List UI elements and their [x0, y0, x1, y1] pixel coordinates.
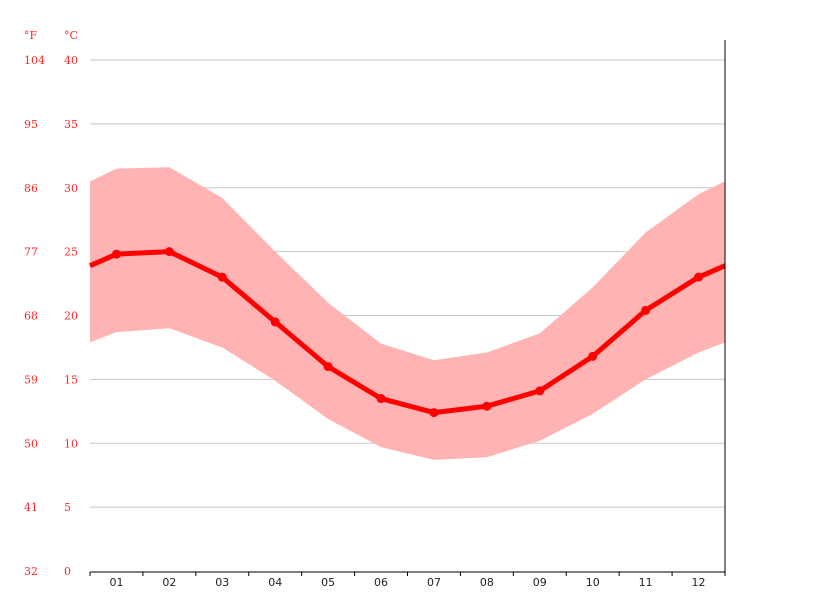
unit-c-label: °C [64, 29, 78, 42]
temperature-range-band [90, 167, 725, 460]
y-tick-f: 104 [24, 54, 45, 67]
mean-point [323, 362, 333, 372]
y-tick-f: 77 [24, 246, 38, 259]
y-tick-f: 95 [24, 118, 38, 131]
y-tick-c: 10 [64, 437, 78, 450]
x-tick-label: 02 [162, 576, 176, 589]
y-tick-c: 5 [64, 501, 71, 514]
x-tick-label: 04 [268, 576, 282, 589]
x-tick-label: 11 [639, 576, 653, 589]
mean-point [535, 386, 545, 396]
mean-point [270, 317, 280, 327]
mean-point [111, 249, 121, 259]
mean-point [217, 272, 227, 282]
x-tick-label: 12 [692, 576, 706, 589]
mean-point [376, 394, 386, 404]
mean-point [588, 351, 598, 361]
mean-point [482, 401, 492, 411]
mean-point [164, 247, 174, 257]
y-tick-c: 25 [64, 246, 78, 259]
x-tick-label: 05 [321, 576, 335, 589]
mean-point [694, 272, 704, 282]
y-tick-f: 41 [24, 501, 38, 514]
x-tick-label: 01 [109, 576, 123, 589]
x-tick-label: 07 [427, 576, 441, 589]
y-tick-f: 59 [24, 373, 38, 386]
y-tick-c: 35 [64, 118, 78, 131]
mean-point [429, 408, 439, 418]
x-tick-label: 08 [480, 576, 494, 589]
x-tick-label: 10 [586, 576, 600, 589]
y-tick-c: 30 [64, 182, 78, 195]
y-tick-c: 15 [64, 373, 78, 386]
x-tick-label: 03 [215, 576, 229, 589]
y-tick-f: 68 [24, 310, 38, 323]
x-tick-label: 06 [374, 576, 388, 589]
y-tick-c: 20 [64, 310, 78, 323]
y-tick-f: 86 [24, 182, 38, 195]
y-tick-f: 50 [24, 437, 38, 450]
y-tick-c: 40 [64, 54, 78, 67]
mean-point [641, 305, 651, 315]
y-tick-f: 32 [24, 565, 38, 578]
y-tick-c: 0 [64, 565, 71, 578]
unit-f-label: °F [24, 29, 38, 42]
x-tick-label: 09 [533, 576, 547, 589]
mean-temperature-line [89, 249, 726, 416]
